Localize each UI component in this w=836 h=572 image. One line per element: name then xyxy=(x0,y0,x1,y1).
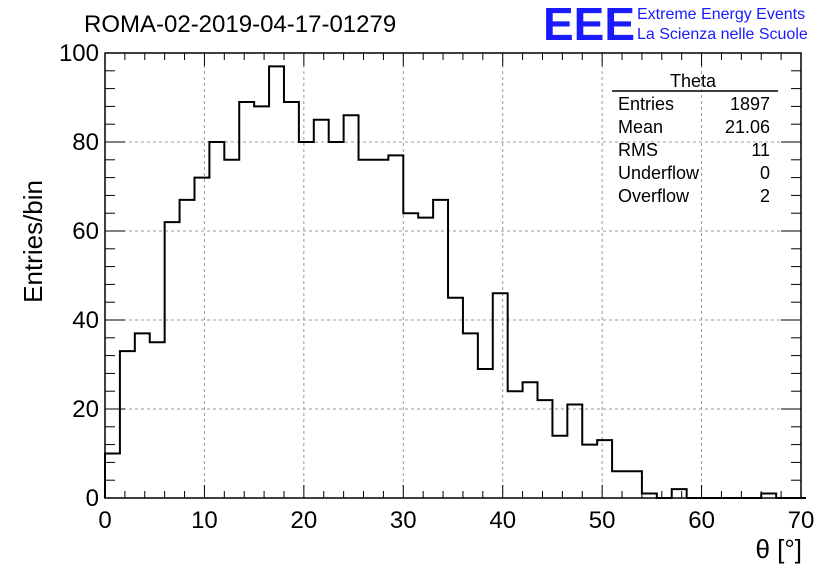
stats-rows: Entries 1897 Mean 21.06 RMS 11 Underflow 0 Overf… xyxy=(618,94,770,206)
x-tick-label: 0 xyxy=(98,507,111,534)
stats-row-value: 1897 xyxy=(730,94,770,114)
stats-row-label: Mean xyxy=(618,117,663,137)
x-tick-labels: 0 10 20 30 40 50 60 70 xyxy=(98,507,814,534)
logo-line-1: Extreme Energy Events xyxy=(637,6,805,23)
chart-title: ROMA-02-2019-04-17-01279 xyxy=(84,11,396,38)
y-tick-label: 80 xyxy=(72,129,99,156)
x-tick-label: 50 xyxy=(589,507,616,534)
x-axis-label: θ [°] xyxy=(755,534,802,564)
stats-row-label: Overflow xyxy=(618,186,690,206)
plot-frame xyxy=(104,52,802,499)
y-tick-label: 100 xyxy=(59,40,99,67)
eee-logo: EEE Extreme Energy Events La Scienza nel… xyxy=(543,0,808,50)
histogram-line xyxy=(104,65,806,499)
y-tick-label: 20 xyxy=(72,396,99,423)
stats-row-label: Underflow xyxy=(618,163,700,183)
stats-row-label: Entries xyxy=(618,94,674,114)
x-tick-label: 40 xyxy=(489,507,516,534)
stats-box: Theta Entries 1897 Mean 21.06 RMS 11 Underflow… xyxy=(612,71,778,206)
y-tick-label: 0 xyxy=(86,485,99,512)
x-tick-label: 60 xyxy=(688,507,715,534)
x-tick-label: 20 xyxy=(291,507,318,534)
stats-row-value: 11 xyxy=(751,140,770,160)
x-tick-label: 10 xyxy=(191,507,218,534)
x-tick-label: 30 xyxy=(390,507,417,534)
eee-logo-mark: EEE xyxy=(543,0,635,50)
y-tick-label: 40 xyxy=(72,307,99,334)
stats-title: Theta xyxy=(670,71,717,91)
stats-row-label: RMS xyxy=(618,140,658,160)
y-tick-labels: 0 20 40 60 80 100 xyxy=(59,40,99,512)
stats-row-value: 0 xyxy=(760,163,770,183)
stats-row-value: 2 xyxy=(760,186,770,206)
logo-line-2: La Scienza nelle Scuole xyxy=(637,26,808,43)
x-tick-label: 70 xyxy=(788,507,815,534)
y-tick-label: 60 xyxy=(72,218,99,245)
y-axis-label: Entries/bin xyxy=(18,180,48,303)
stats-row-value: 21.06 xyxy=(725,117,770,137)
